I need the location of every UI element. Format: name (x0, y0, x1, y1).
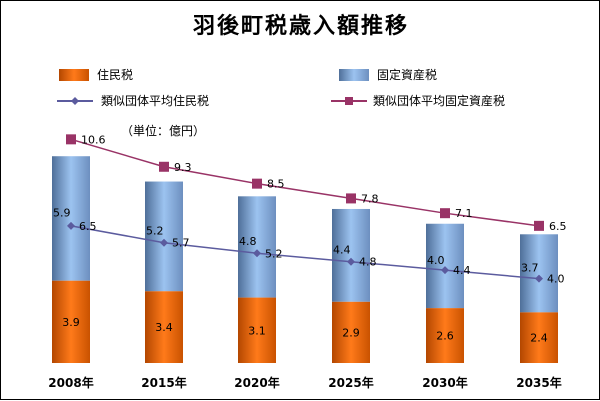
marker-avg-juminzei-3 (347, 257, 355, 266)
label-avg-koteishisanzei-5: 6.5 (549, 220, 567, 233)
label-koteishisanzei-0: 5.9 (53, 206, 71, 219)
chart-title: 羽後町税歳入額推移 (193, 13, 409, 39)
x-tick-label-0: 2008年 (48, 375, 93, 390)
label-avg-koteishisanzei-4: 7.1 (455, 207, 473, 220)
bar-juminzei-4 (426, 308, 464, 363)
legend-label-avg-koteishisanzei: 類似団体平均固定資産税 (373, 93, 505, 108)
label-juminzei-4: 2.6 (436, 330, 454, 343)
label-avg-juminzei-1: 5.7 (172, 237, 190, 250)
label-juminzei-0: 3.9 (62, 316, 80, 329)
line-avg-koteishisanzei (70, 138, 540, 227)
label-avg-koteishisanzei-1: 9.3 (174, 161, 192, 174)
bar-koteishisanzei-1 (145, 181, 183, 292)
label-avg-koteishisanzei-3: 7.8 (361, 192, 379, 205)
legend: 住民税 固定資産税 類似団体平均住民税 類似団体平均固定資産税 (57, 67, 505, 108)
x-tick-label-2: 2020年 (234, 375, 279, 390)
bar-koteishisanzei-0 (52, 156, 90, 281)
legend-label-juminzei: 住民税 (97, 68, 133, 82)
label-koteishisanzei-2: 4.8 (239, 235, 257, 248)
legend-marker-avg-juminzei (71, 97, 79, 105)
bar-juminzei-2 (238, 297, 276, 363)
label-avg-juminzei-3: 4.8 (359, 256, 377, 269)
legend-marker-avg-koteishisanzei (345, 97, 353, 105)
label-avg-juminzei-2: 5.2 (265, 247, 283, 260)
plot-area: 3.9 5.9 2008年 3.4 5.2 2015年 3.1 4.8 2020年 2.9 4.4 2… (48, 133, 566, 390)
label-juminzei-1: 3.4 (155, 321, 173, 334)
bar-juminzei-3 (332, 301, 370, 363)
marker-avg-koteishisanzei-4 (440, 208, 450, 219)
x-tick-label-1: 2015年 (141, 375, 186, 390)
legend-swatch-koteishisanzei (339, 69, 369, 81)
bar-juminzei-5 (520, 312, 558, 363)
marker-avg-juminzei-1 (160, 238, 168, 247)
x-tick-label-3: 2025年 (328, 375, 373, 390)
bar-juminzei-0 (52, 280, 90, 363)
marker-avg-juminzei-0 (67, 221, 75, 230)
label-avg-koteishisanzei-2: 8.5 (267, 178, 285, 191)
label-koteishisanzei-3: 4.4 (333, 243, 351, 256)
marker-avg-juminzei-4 (441, 266, 449, 275)
marker-avg-koteishisanzei-1 (159, 161, 169, 172)
marker-avg-juminzei-5 (535, 274, 543, 283)
bar-juminzei-1 (145, 291, 183, 363)
line-avg-juminzei (70, 225, 540, 280)
label-avg-juminzei-5: 4.0 (547, 273, 565, 286)
label-koteishisanzei-1: 5.2 (146, 224, 164, 237)
bar-koteishisanzei-4 (426, 223, 464, 309)
label-juminzei-2: 3.1 (248, 324, 266, 337)
marker-avg-koteishisanzei-2 (252, 178, 262, 189)
label-avg-juminzei-4: 4.4 (453, 264, 471, 277)
marker-avg-koteishisanzei-5 (534, 220, 544, 231)
label-avg-koteishisanzei-0: 10.6 (81, 133, 106, 146)
bar-koteishisanzei-5 (520, 234, 558, 313)
label-koteishisanzei-4: 4.0 (427, 254, 445, 267)
marker-avg-koteishisanzei-3 (346, 193, 356, 204)
legend-label-koteishisanzei: 固定資産税 (377, 67, 437, 82)
bar-koteishisanzei-3 (332, 208, 370, 302)
x-tick-label-4: 2030年 (422, 375, 467, 390)
bar-koteishisanzei-2 (238, 196, 276, 298)
label-koteishisanzei-5: 3.7 (521, 261, 539, 274)
label-juminzei-3: 2.9 (342, 326, 360, 339)
marker-avg-koteishisanzei-0 (66, 134, 76, 145)
label-juminzei-5: 2.4 (530, 332, 548, 345)
marker-avg-juminzei-2 (253, 249, 261, 258)
legend-label-avg-juminzei: 類似団体平均住民税 (101, 94, 209, 108)
label-avg-juminzei-0: 6.5 (79, 220, 97, 233)
unit-label: （単位：億円） (121, 123, 205, 138)
x-tick-label-5: 2035年 (516, 375, 561, 390)
legend-swatch-juminzei (59, 69, 89, 81)
